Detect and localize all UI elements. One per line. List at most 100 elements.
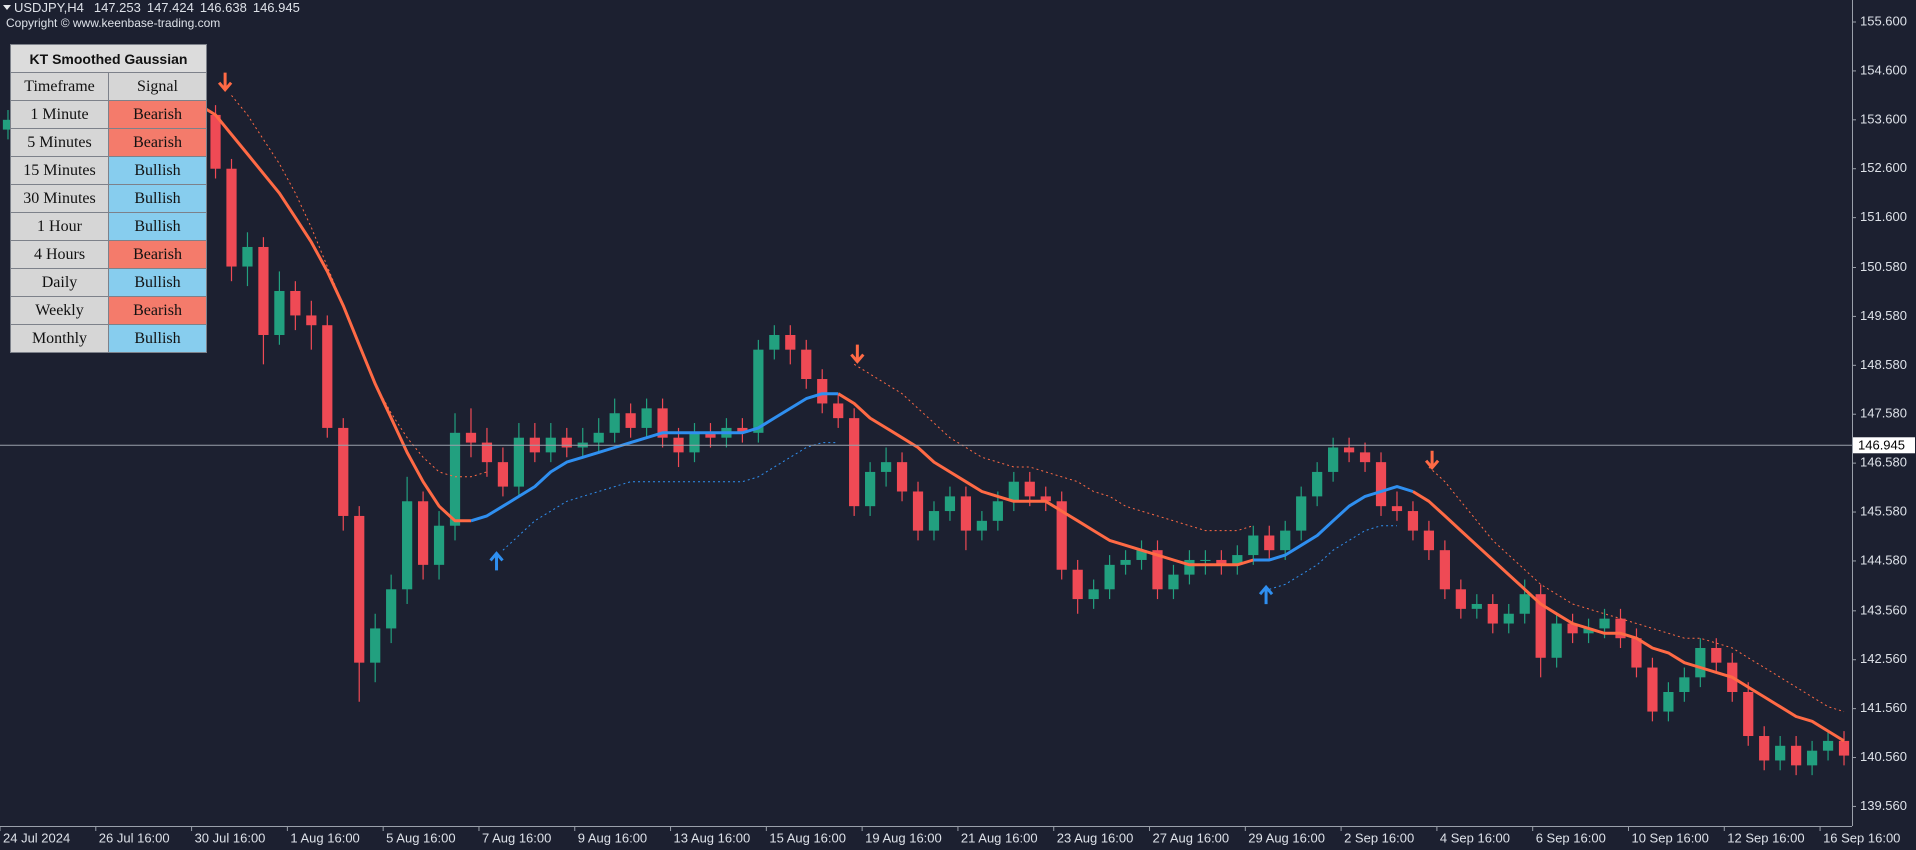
candle-body	[1838, 740, 1850, 756]
candle-body	[976, 520, 987, 531]
candle-body	[1359, 452, 1371, 463]
x-tick-label: 6 Sep 16:00	[1536, 830, 1606, 845]
candle-body	[1328, 447, 1339, 472]
gaussian-line	[470, 392, 1414, 562]
x-tick-label: 21 Aug 16:00	[961, 830, 1038, 845]
candle-body	[433, 525, 445, 565]
table-title: KT Smoothed Gaussian	[10, 44, 207, 73]
candle-body	[1519, 594, 1530, 614]
candle-body	[1711, 647, 1722, 663]
y-tick-label: 148.580	[1860, 357, 1907, 372]
x-tick-label: 2 Sep 16:00	[1344, 830, 1414, 845]
signal: Bearish	[108, 240, 207, 269]
candle-body	[1439, 550, 1450, 590]
signal: Bullish	[108, 184, 207, 213]
candle-body	[1296, 496, 1307, 531]
signal: Bullish	[108, 156, 207, 185]
candle-body	[1567, 623, 1578, 634]
y-tick-label: 146.580	[1860, 455, 1907, 470]
candle-body	[1120, 559, 1131, 565]
candle-body	[992, 501, 1003, 521]
timeframe: 30 Minutes	[10, 184, 109, 213]
signal: Bearish	[108, 100, 207, 129]
table-row: Weekly Bearish	[10, 296, 207, 325]
candle-body	[1455, 589, 1466, 609]
candle-body	[290, 290, 301, 316]
candle-body	[242, 246, 253, 267]
candle-body	[753, 349, 764, 433]
y-tick-label: 151.600	[1860, 209, 1907, 224]
table-header-row: Timeframe Signal	[10, 72, 207, 101]
y-tick-label: 144.580	[1860, 552, 1907, 567]
candle-body	[593, 432, 604, 443]
candle-body	[928, 511, 940, 531]
band-line	[502, 442, 1397, 590]
candle-body	[1264, 535, 1275, 551]
candle-body	[1200, 559, 1211, 561]
signal-table: KT Smoothed Gaussian Timeframe Signal 1 Min…	[10, 44, 207, 353]
candle-body	[1423, 530, 1435, 551]
x-tick-label: 5 Aug 16:00	[386, 830, 455, 845]
candle-body	[1216, 559, 1227, 565]
timeframe: 15 Minutes	[10, 156, 109, 185]
candle-body	[1647, 667, 1658, 712]
candle-body	[865, 471, 876, 507]
gaussian-line	[198, 103, 1845, 743]
candle-body	[1631, 638, 1642, 668]
table-row: Monthly Bullish	[10, 324, 207, 353]
signal: Bearish	[108, 296, 207, 325]
timeframe: 1 Minute	[10, 100, 109, 129]
buy-arrow	[1258, 584, 1274, 605]
candle-body	[1248, 535, 1259, 556]
x-tick-label: 13 Aug 16:00	[674, 830, 751, 845]
x-tick-label: 7 Aug 16:00	[482, 830, 551, 845]
candle-body	[338, 427, 349, 516]
candle-body	[402, 501, 413, 590]
candle-body	[497, 462, 509, 487]
x-tick-label: 30 Jul 16:00	[195, 830, 266, 845]
candle-body	[880, 462, 892, 472]
x-tick-label: 12 Sep 16:00	[1727, 830, 1804, 845]
x-tick-label: 15 Aug 16:00	[769, 830, 846, 845]
candle-body	[1695, 647, 1706, 678]
candle-body	[1184, 559, 1195, 575]
quote-header: USDJPY,H4 147.253 147.424 146.638 146.945	[14, 0, 300, 15]
table-title-row: KT Smoothed Gaussian	[10, 44, 207, 73]
candle-body	[1535, 594, 1546, 658]
candle-body	[306, 315, 317, 326]
candle-body	[609, 413, 620, 433]
x-tick-label: 29 Aug 16:00	[1248, 830, 1325, 845]
y-tick-label: 154.600	[1860, 62, 1907, 77]
candle-body	[1152, 550, 1163, 590]
candle-body	[960, 496, 972, 531]
table-row: 1 Hour Bullish	[10, 212, 207, 241]
candle-body	[226, 168, 237, 267]
buy-arrow	[489, 551, 504, 571]
x-tick-label: 24 Jul 2024	[3, 830, 70, 845]
table-row: 4 Hours Bearish	[10, 240, 207, 269]
quote-open: 147.253	[94, 0, 141, 15]
candle-body	[2, 119, 14, 130]
signal: Bearish	[108, 128, 207, 157]
x-tick-label: 9 Aug 16:00	[578, 830, 647, 845]
x-tick-label: 27 Aug 16:00	[1153, 830, 1230, 845]
table-row: 1 Minute Bearish	[10, 100, 207, 129]
candle-body	[1503, 613, 1514, 624]
y-tick-label: 147.580	[1860, 406, 1907, 421]
candle-body	[1806, 750, 1818, 766]
candle-body	[258, 246, 269, 335]
candle-body	[1312, 471, 1323, 497]
x-tick-label: 26 Jul 16:00	[99, 830, 170, 845]
candle-body	[210, 114, 221, 169]
candle-body	[641, 408, 652, 428]
signal: Bullish	[108, 268, 207, 297]
quote-high: 147.424	[147, 0, 194, 15]
candle-body	[1822, 740, 1834, 751]
timeframe: Monthly	[10, 324, 109, 353]
candle-body	[1743, 692, 1754, 737]
candle-body	[1551, 623, 1562, 658]
candle-body	[1040, 496, 1051, 502]
candle-body	[1072, 569, 1083, 600]
